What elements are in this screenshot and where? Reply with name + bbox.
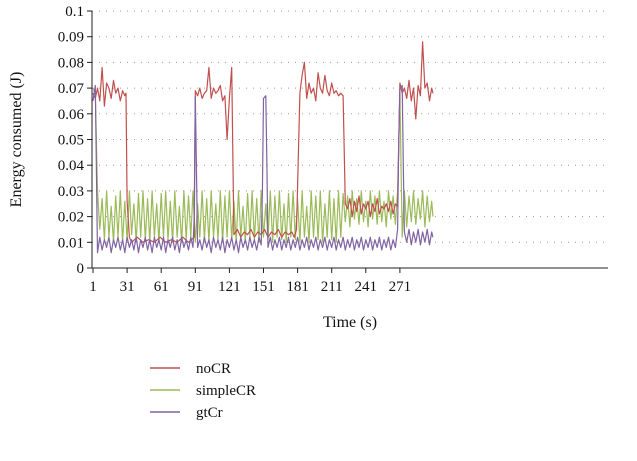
series-line-noCR — [92, 41, 434, 243]
y-tick-label: 0.09 — [58, 30, 84, 46]
x-tick-labels: 1 31 61 91 121 151 181 211 241 271 — [89, 268, 411, 295]
x-axis-label: Time (s) — [323, 314, 377, 331]
legend-label-noCR: noCR — [196, 361, 231, 377]
y-tick-label: 0.06 — [58, 107, 85, 123]
x-tick-label: 1 — [89, 279, 97, 295]
y-tick-label: 0.03 — [58, 184, 84, 200]
legend-label-simpleCR: simpleCR — [196, 383, 256, 399]
y-tick-label: 0.08 — [58, 55, 84, 71]
y-tick-label: 0.07 — [58, 81, 85, 97]
x-tick-label: 151 — [252, 279, 275, 295]
x-tick-label: 91 — [188, 279, 203, 295]
x-tick-label: 121 — [218, 279, 241, 295]
y-tick-labels: 0 0.01 0.02 0.03 0.04 0.05 0.06 0.07 0.08 0.09 0.1 — [58, 4, 92, 277]
x-tick-label: 181 — [286, 279, 309, 295]
series-line-gtCr — [92, 84, 434, 254]
x-tick-label: 31 — [120, 279, 135, 295]
series-lines — [92, 41, 434, 254]
y-tick-label: 0.01 — [58, 235, 84, 251]
x-tick-label: 211 — [321, 279, 343, 295]
legend-label-gtCr: gtCr — [196, 405, 223, 421]
x-tick-label: 61 — [154, 279, 169, 295]
y-axis-label: Energy consumed (J) — [8, 72, 25, 208]
y-tick-label: 0.05 — [58, 133, 84, 149]
x-tick-label: 271 — [389, 279, 412, 295]
x-tick-label: 241 — [355, 279, 378, 295]
legend: noCR simpleCR gtCr — [150, 361, 256, 421]
y-tick-label: 0 — [77, 261, 85, 277]
y-tick-label: 0.02 — [58, 210, 84, 226]
y-tick-label: 0.04 — [58, 158, 85, 174]
y-tick-label: 0.1 — [65, 4, 84, 20]
